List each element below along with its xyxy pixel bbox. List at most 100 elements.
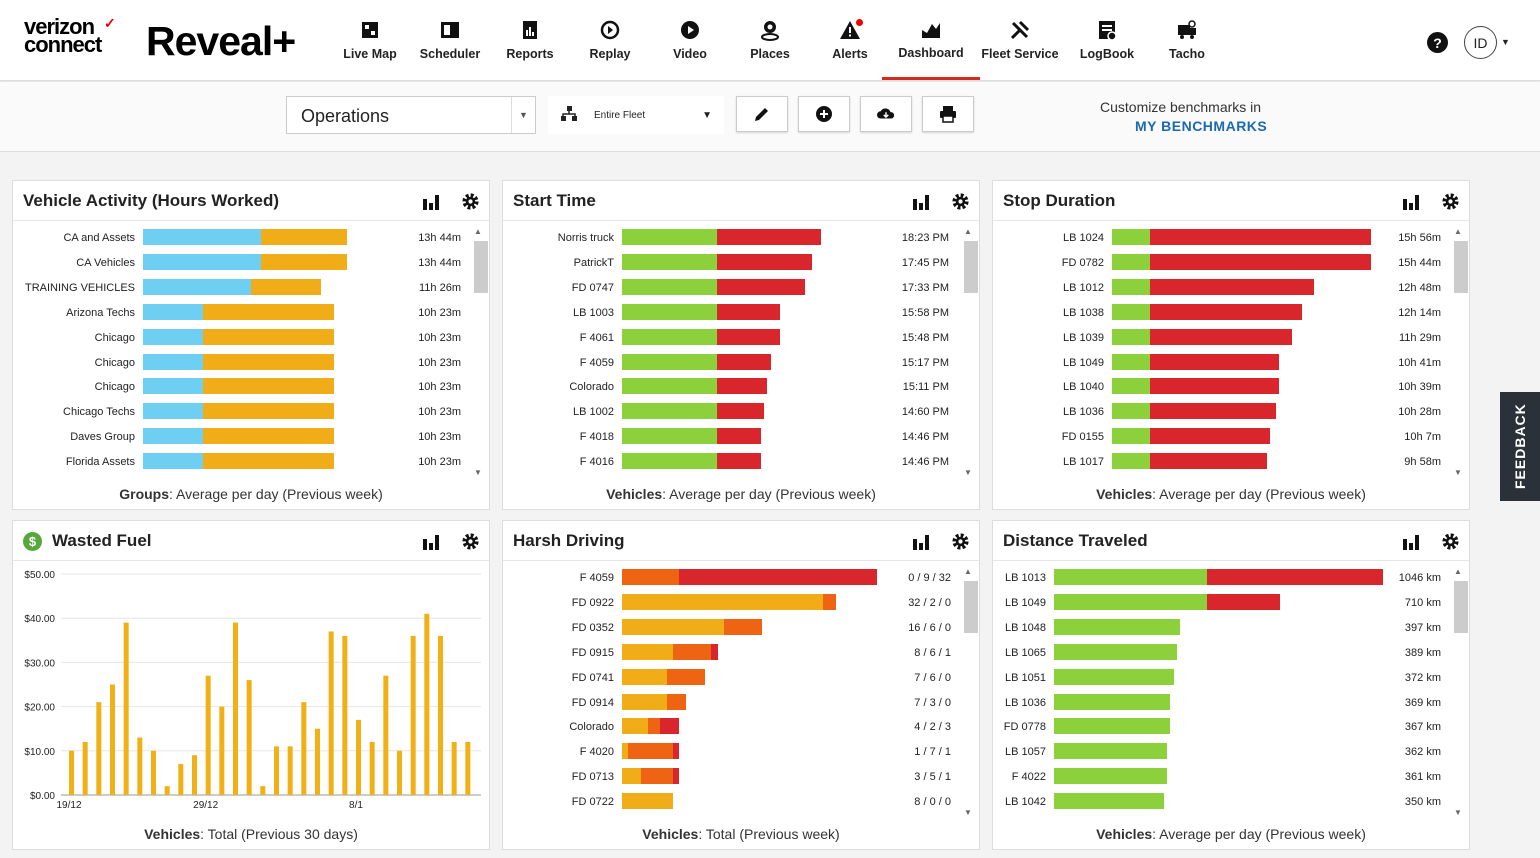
print-button[interactable] — [922, 96, 974, 132]
scroll-down-icon[interactable]: ▼ — [1454, 468, 1462, 477]
nav-fleet-service[interactable]: Fleet Service — [967, 0, 1073, 80]
table-row[interactable]: LB 1048 397 km — [993, 618, 1469, 637]
table-row[interactable]: Chicago 10h 23m — [13, 353, 489, 372]
widget-scrollbar[interactable]: ▲ ▼ — [1452, 225, 1468, 479]
dropdown-arrow-icon[interactable]: ▼ — [511, 97, 535, 133]
fuel-bar[interactable] — [260, 786, 266, 795]
edit-button[interactable] — [736, 96, 788, 132]
table-row[interactable]: FD 0722 8 / 0 / 0 — [503, 793, 979, 811]
fuel-bar[interactable] — [301, 702, 307, 795]
table-row[interactable]: LB 1002 14:60 PM — [503, 403, 979, 421]
scroll-thumb[interactable] — [1454, 241, 1468, 293]
bar-chart-icon[interactable] — [1402, 533, 1420, 551]
table-row[interactable]: LB 1024 15h 56m — [993, 229, 1469, 247]
fuel-bar[interactable] — [123, 622, 129, 795]
table-row[interactable]: Norris truck 18:23 PM — [503, 229, 979, 247]
nav-places[interactable]: Places — [730, 0, 810, 80]
table-row[interactable]: LB 1051 372 km — [993, 668, 1469, 687]
nav-tacho[interactable]: Tacho — [1150, 0, 1224, 80]
table-row[interactable]: FD 0155 10h 7m — [993, 428, 1469, 446]
scroll-up-icon[interactable]: ▲ — [1454, 227, 1462, 236]
table-row[interactable]: FD 0782 15h 44m — [993, 253, 1469, 272]
table-row[interactable]: LB 1040 10h 39m — [993, 378, 1469, 396]
dashboard-select[interactable]: Operations ▼ — [286, 96, 536, 134]
widget-scrollbar[interactable]: ▲ ▼ — [962, 225, 978, 479]
fuel-bar[interactable] — [287, 746, 293, 795]
table-row[interactable]: Colorado 15:11 PM — [503, 378, 979, 396]
table-row[interactable]: LB 1049 710 km — [993, 593, 1469, 612]
feedback-tab[interactable]: FEEDBACK — [1500, 392, 1540, 501]
table-row[interactable]: Arizona Techs 10h 23m — [13, 303, 489, 322]
nav-reports[interactable]: Reports — [488, 0, 572, 80]
scroll-up-icon[interactable]: ▲ — [964, 227, 972, 236]
avatar[interactable]: ID — [1464, 26, 1497, 59]
table-row[interactable]: FD 0713 3 / 5 / 1 — [503, 768, 979, 786]
table-row[interactable]: F 4059 0 / 9 / 32 — [503, 569, 979, 587]
fuel-bar[interactable] — [315, 728, 320, 795]
fuel-bar[interactable] — [424, 613, 430, 795]
gear-icon[interactable] — [1441, 192, 1460, 211]
nav-replay[interactable]: Replay — [568, 0, 652, 80]
fuel-bar[interactable] — [137, 737, 143, 795]
table-row[interactable]: LB 1042 350 km — [993, 793, 1469, 811]
fuel-bar[interactable] — [342, 635, 348, 795]
table-row[interactable]: LB 1049 10h 41m — [993, 353, 1469, 372]
fuel-bar[interactable] — [178, 764, 184, 795]
table-row[interactable]: F 4020 1 / 7 / 1 — [503, 743, 979, 761]
fuel-bar[interactable] — [151, 750, 156, 795]
table-row[interactable]: FD 0922 32 / 2 / 0 — [503, 593, 979, 612]
fuel-bar[interactable] — [369, 741, 375, 795]
scroll-up-icon[interactable]: ▲ — [1454, 567, 1462, 576]
add-button[interactable] — [798, 96, 850, 132]
fuel-bar[interactable] — [438, 635, 443, 795]
my-benchmarks-link[interactable]: MY BENCHMARKS — [1135, 118, 1268, 134]
table-row[interactable]: FD 0741 7 / 6 / 0 — [503, 668, 979, 687]
fuel-bar[interactable] — [410, 635, 416, 795]
table-row[interactable]: LB 1036 10h 28m — [993, 403, 1469, 421]
scroll-up-icon[interactable]: ▲ — [964, 567, 972, 576]
scroll-down-icon[interactable]: ▼ — [964, 468, 972, 477]
table-row[interactable]: Chicago Techs 10h 23m — [13, 403, 489, 421]
fuel-bar[interactable] — [274, 746, 279, 795]
fuel-bar[interactable] — [465, 741, 471, 795]
nav-video[interactable]: Video — [653, 0, 727, 80]
widget-scrollbar[interactable]: ▲ ▼ — [472, 225, 488, 479]
widget-scrollbar[interactable]: ▲ ▼ — [1452, 565, 1468, 819]
scroll-down-icon[interactable]: ▼ — [964, 808, 972, 817]
fuel-bar[interactable] — [328, 631, 334, 795]
gear-icon[interactable] — [1441, 532, 1460, 551]
scroll-thumb[interactable] — [964, 581, 978, 633]
table-row[interactable]: LB 1038 12h 14m — [993, 303, 1469, 322]
nav-dashboard[interactable]: Dashboard — [882, 0, 980, 80]
table-row[interactable]: LB 1057 362 km — [993, 743, 1469, 761]
table-row[interactable]: FD 0747 17:33 PM — [503, 278, 979, 297]
table-row[interactable]: Daves Group 10h 23m — [13, 428, 489, 446]
fleet-select[interactable]: Entire Fleet ▼ — [548, 96, 724, 134]
gear-icon[interactable] — [951, 532, 970, 551]
fuel-bar[interactable] — [82, 741, 88, 795]
bar-chart-icon[interactable] — [1402, 193, 1420, 211]
table-row[interactable]: LB 1003 15:58 PM — [503, 303, 979, 322]
nav-logbook[interactable]: LogBook — [1063, 0, 1151, 80]
table-row[interactable]: TRAINING VEHICLES 11h 26m — [13, 278, 489, 297]
gear-icon[interactable] — [461, 532, 480, 551]
table-row[interactable]: F 4018 14:46 PM — [503, 428, 979, 446]
table-row[interactable]: F 4016 14:46 PM — [503, 453, 979, 471]
bar-chart-icon[interactable] — [422, 193, 440, 211]
table-row[interactable]: LB 1012 12h 48m — [993, 278, 1469, 297]
fuel-bar[interactable] — [164, 786, 170, 795]
table-row[interactable]: Florida Assets 10h 23m — [13, 453, 489, 471]
bar-chart-icon[interactable] — [912, 533, 930, 551]
nav-alerts[interactable]: Alerts — [813, 0, 887, 80]
table-row[interactable]: FD 0914 7 / 3 / 0 — [503, 693, 979, 712]
gear-icon[interactable] — [461, 192, 480, 211]
gear-icon[interactable] — [951, 192, 970, 211]
fuel-bar[interactable] — [192, 755, 197, 795]
scroll-down-icon[interactable]: ▼ — [1454, 808, 1462, 817]
scroll-up-icon[interactable]: ▲ — [474, 227, 482, 236]
table-row[interactable]: LB 1017 9h 58m — [993, 453, 1469, 471]
nav-live-map[interactable]: Live Map — [328, 0, 412, 80]
fuel-bar[interactable] — [110, 684, 115, 796]
fuel-bar[interactable] — [246, 680, 252, 795]
table-row[interactable]: FD 0778 367 km — [993, 718, 1469, 736]
